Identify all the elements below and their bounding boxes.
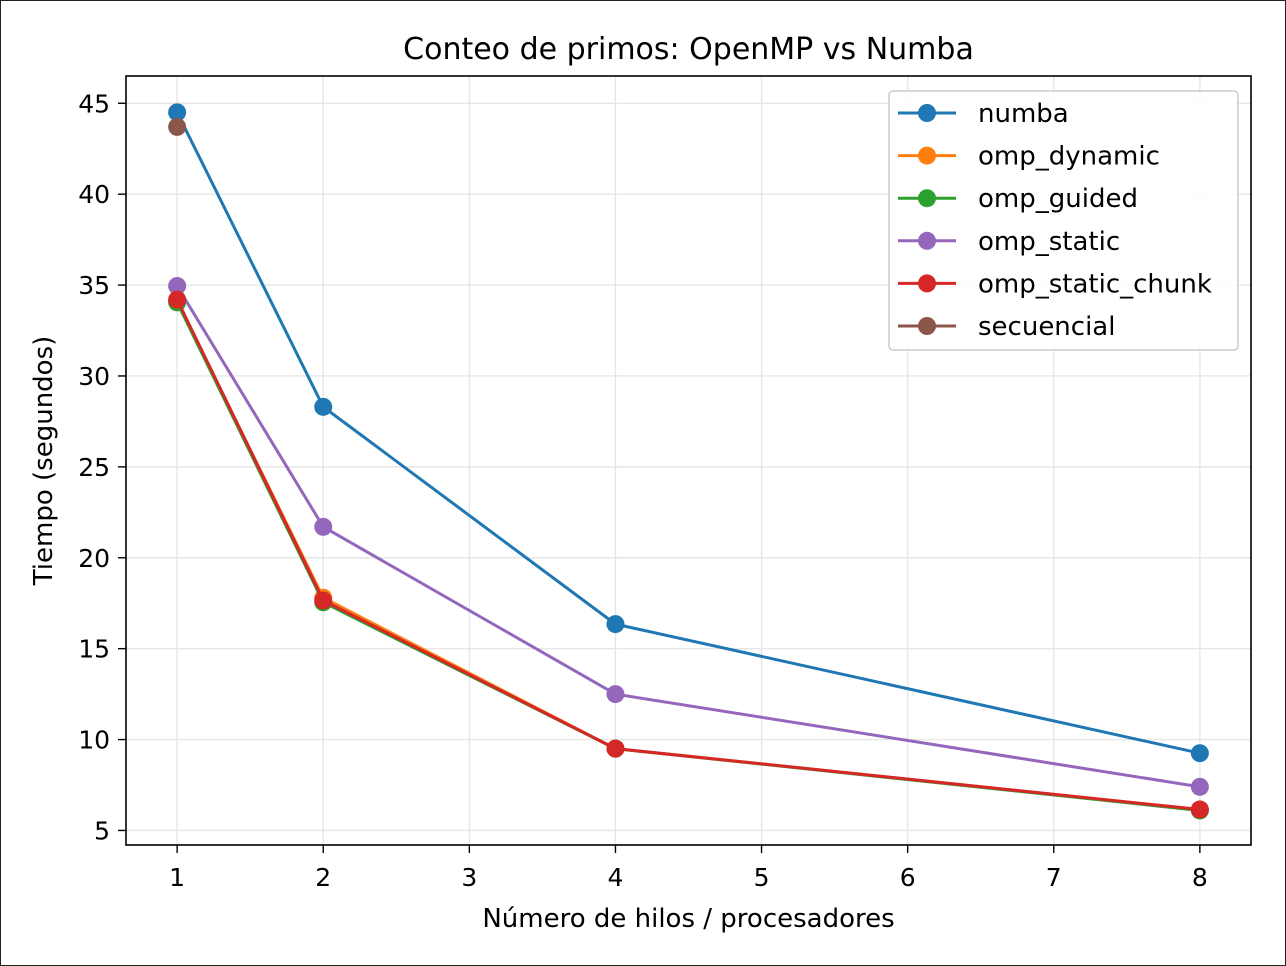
data-point [168, 290, 187, 309]
series-layer [168, 103, 1209, 820]
data-point [314, 397, 333, 416]
data-point [314, 517, 333, 536]
legend-swatch-marker [918, 317, 936, 335]
legend-swatch-marker [918, 104, 936, 122]
legend-item: omp_guided [898, 184, 1138, 214]
x-tick-label: 8 [1192, 863, 1208, 892]
legend-item: omp_static_chunk [898, 269, 1212, 299]
y-tick-label: 20 [78, 544, 110, 573]
series-numba [168, 103, 1209, 763]
data-point [314, 591, 333, 610]
legend-label: omp_static_chunk [978, 269, 1212, 299]
x-axis-label: Número de hilos / procesadores [482, 904, 894, 934]
y-tick-label: 45 [78, 89, 110, 118]
grid [126, 76, 1251, 845]
data-point [606, 685, 625, 704]
legend-item: omp_dynamic [898, 142, 1160, 172]
series-line [175, 285, 1201, 789]
legend-swatch-marker [918, 231, 936, 250]
y-tick-label: 15 [78, 635, 110, 664]
data-point [1190, 777, 1209, 796]
legend-item: omp_static [898, 227, 1120, 257]
legend-item: numba [898, 99, 1069, 129]
y-axis-label: Tiempo (segundos) [29, 336, 59, 587]
legend-label: omp_dynamic [978, 142, 1160, 172]
y-tick-label: 5 [94, 816, 110, 845]
x-tick-label: 1 [169, 863, 185, 892]
y-tick-label: 10 [78, 726, 110, 755]
series-omp-static-chunk [168, 290, 1209, 819]
y-tick-label: 40 [78, 180, 110, 209]
x-tick-label: 6 [900, 863, 916, 892]
x-tick-label: 2 [315, 863, 331, 892]
series-line [175, 298, 1201, 812]
series-line [175, 111, 1201, 755]
data-point [168, 276, 187, 295]
legend-label: secuencial [978, 312, 1115, 342]
x-tick-label: 3 [461, 863, 477, 892]
data-point [606, 615, 625, 634]
series-omp-static [168, 276, 1209, 796]
y-tick-label: 35 [78, 271, 110, 300]
data-point [1190, 744, 1209, 763]
legend-swatch-marker [918, 189, 936, 208]
x-tick-label: 5 [754, 863, 770, 892]
x-tick-label: 7 [1046, 863, 1062, 892]
y-tick-label: 30 [78, 362, 110, 391]
legend-label: omp_guided [978, 184, 1138, 214]
legend-box [888, 90, 1239, 351]
series-line [175, 301, 1201, 812]
legend-label: numba [978, 99, 1069, 129]
legend-swatch-marker [918, 146, 936, 165]
chart-title: Conteo de primos: OpenMP vs Numba [403, 32, 974, 67]
series-omp-guided [168, 293, 1209, 820]
data-point [606, 739, 625, 758]
series-line [175, 300, 1201, 812]
x-tick-label: 4 [607, 863, 623, 892]
y-tick-label: 25 [78, 453, 110, 482]
data-point [1190, 800, 1209, 819]
series-secuencial [168, 117, 187, 136]
legend-swatch-marker [918, 274, 936, 293]
legend-label: omp_static [978, 227, 1120, 257]
data-point [168, 103, 187, 122]
legend: numba omp_dynamic omp_guided omp_static omp_… [888, 90, 1239, 351]
data-point [168, 117, 187, 136]
legend-item: secuencial [898, 312, 1115, 342]
plot-area-frame [125, 75, 1252, 846]
